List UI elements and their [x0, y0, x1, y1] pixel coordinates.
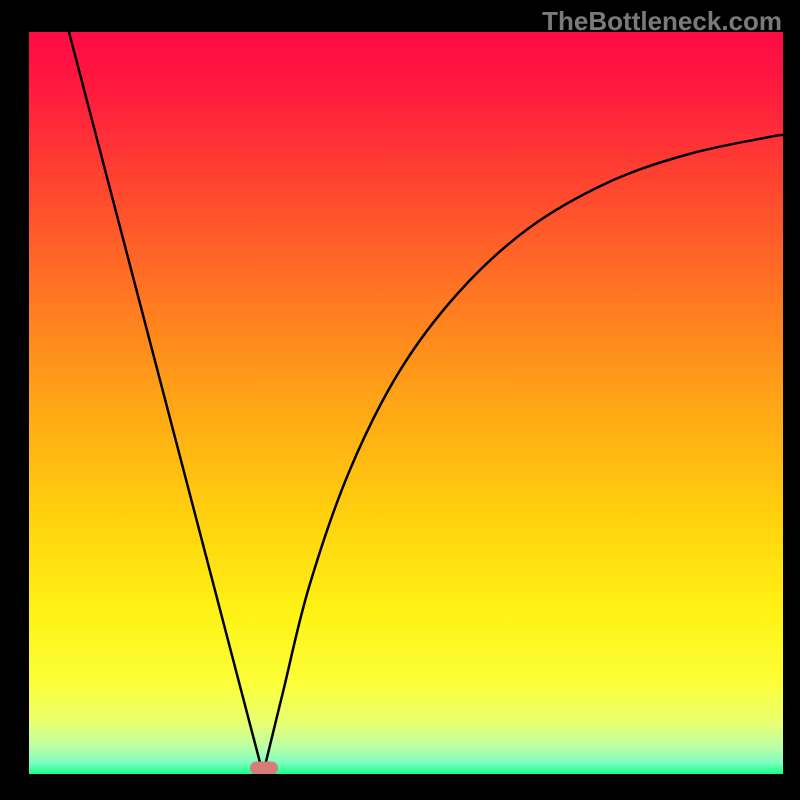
bottleneck-chart-svg [29, 32, 783, 774]
chart-plot-area [29, 32, 783, 774]
chart-background [29, 32, 783, 774]
vertex-marker [250, 762, 278, 775]
